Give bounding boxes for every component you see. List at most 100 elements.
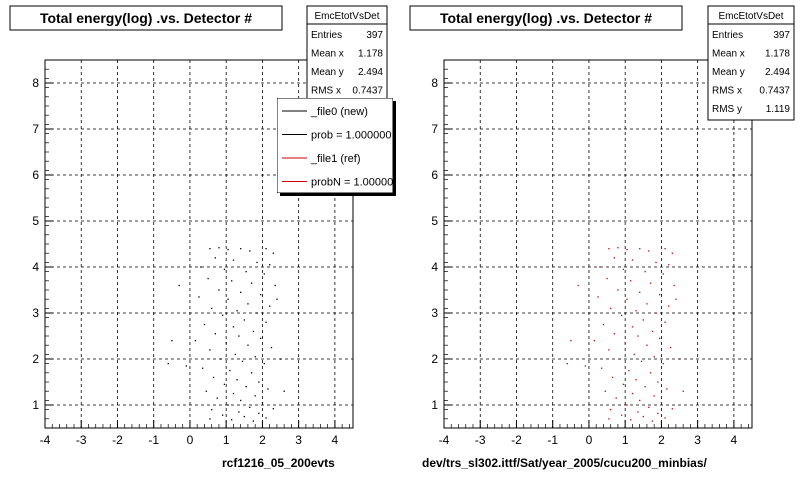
y-tick-label: 2 <box>431 352 438 366</box>
data-point <box>637 411 639 413</box>
x-tick-label: -2 <box>112 433 123 447</box>
data-point <box>648 250 650 252</box>
x-tick-label: -1 <box>148 433 159 447</box>
plot-frame <box>443 59 753 429</box>
data-point <box>628 369 630 372</box>
data-point <box>209 349 211 351</box>
y-tick-label: 6 <box>431 168 438 182</box>
data-point <box>214 257 217 259</box>
legend-label: prob = 1.000000 <box>311 130 391 142</box>
data-point <box>252 330 255 333</box>
data-point <box>211 307 213 310</box>
y-tick-label: 1 <box>431 398 438 412</box>
legend: _file0 (new) prob = 1.000000 _file1 (ref) p… <box>277 98 399 193</box>
data-point <box>227 298 229 300</box>
data-point <box>655 261 657 264</box>
data-point <box>664 417 666 419</box>
y-tick-label: 8 <box>32 76 39 90</box>
data-point <box>631 259 634 261</box>
data-point <box>602 323 605 326</box>
data-point <box>231 419 233 421</box>
stats-label: Entries <box>311 30 342 41</box>
stats-label: RMS x <box>712 86 742 97</box>
data-point <box>626 248 628 251</box>
data-point <box>584 365 587 367</box>
data-point <box>646 303 648 305</box>
data-point <box>613 333 616 335</box>
y-tick-label: 7 <box>32 122 39 136</box>
data-point <box>570 340 572 342</box>
data-point <box>258 412 260 414</box>
data-point <box>256 312 258 314</box>
data-point <box>610 409 612 411</box>
stats-value: 2.494 <box>358 67 383 78</box>
data-point <box>171 340 173 342</box>
y-tick-label: 8 <box>431 76 438 90</box>
data-point <box>209 248 211 250</box>
x-tick-label: 1 <box>622 433 629 447</box>
data-point <box>247 344 249 346</box>
data-point <box>254 395 256 397</box>
y-tick-label: 2 <box>32 352 39 366</box>
data-point <box>678 358 681 360</box>
data-point <box>639 291 641 293</box>
data-point <box>185 365 188 367</box>
data-point <box>260 337 262 339</box>
stats-value: 1.119 <box>766 104 791 115</box>
stats-value: 0.7437 <box>759 86 790 97</box>
data-point <box>664 321 666 323</box>
data-point <box>671 408 673 410</box>
data-point <box>630 419 632 421</box>
stats-label: Mean x <box>311 49 344 60</box>
data-point <box>229 369 231 372</box>
plot-panel-1: -4 -3 -2 -1 0 1 2 3 4 1 2 3 4 5 6 7 8 Total energy(log) .… <box>9 5 399 447</box>
stats-value: 1.178 <box>358 49 383 60</box>
data-point <box>232 326 235 328</box>
data-point <box>659 294 661 296</box>
data-point <box>664 248 666 250</box>
stats-value: 0.7437 <box>352 86 383 97</box>
data-point <box>265 417 267 419</box>
data-point <box>245 271 247 273</box>
data-point <box>599 266 601 268</box>
x-tick-label: 3 <box>295 433 302 447</box>
data-point <box>601 367 603 369</box>
data-point <box>626 298 628 300</box>
y-tick-label: 4 <box>32 260 39 274</box>
data-point <box>261 402 264 404</box>
data-point <box>606 277 608 280</box>
legend-label: _file1 (ref) <box>310 153 361 165</box>
data-point <box>232 259 235 261</box>
stats-label: RMS y <box>712 104 742 115</box>
data-point <box>668 305 670 307</box>
data-point <box>671 252 673 254</box>
data-point <box>258 381 260 383</box>
data-point <box>227 248 229 251</box>
data-point <box>611 376 614 379</box>
data-point <box>225 342 227 344</box>
data-point <box>646 344 648 346</box>
left-plot-caption: rcf1216_05_200evts <box>222 456 335 470</box>
data-point <box>207 277 209 280</box>
x-tick-label: -2 <box>511 433 522 447</box>
data-point <box>231 280 233 282</box>
x-tick-label: -3 <box>475 433 486 447</box>
data-point <box>269 305 271 307</box>
data-point <box>221 314 224 316</box>
data-point <box>666 388 668 390</box>
data-point <box>644 271 646 273</box>
data-point <box>238 335 240 337</box>
legend-label: probN = 1.000000 <box>311 177 399 189</box>
data-point <box>211 409 213 411</box>
legend-label: _file0 (new) <box>310 106 368 118</box>
x-tick-label: -1 <box>547 433 558 447</box>
data-point <box>178 284 180 287</box>
data-point <box>202 367 204 369</box>
data-point <box>631 326 634 328</box>
stats-label: Mean y <box>311 67 344 78</box>
data-point <box>232 392 235 395</box>
data-point <box>662 363 664 365</box>
data-point <box>639 248 641 250</box>
x-tick-label: 2 <box>259 433 266 447</box>
